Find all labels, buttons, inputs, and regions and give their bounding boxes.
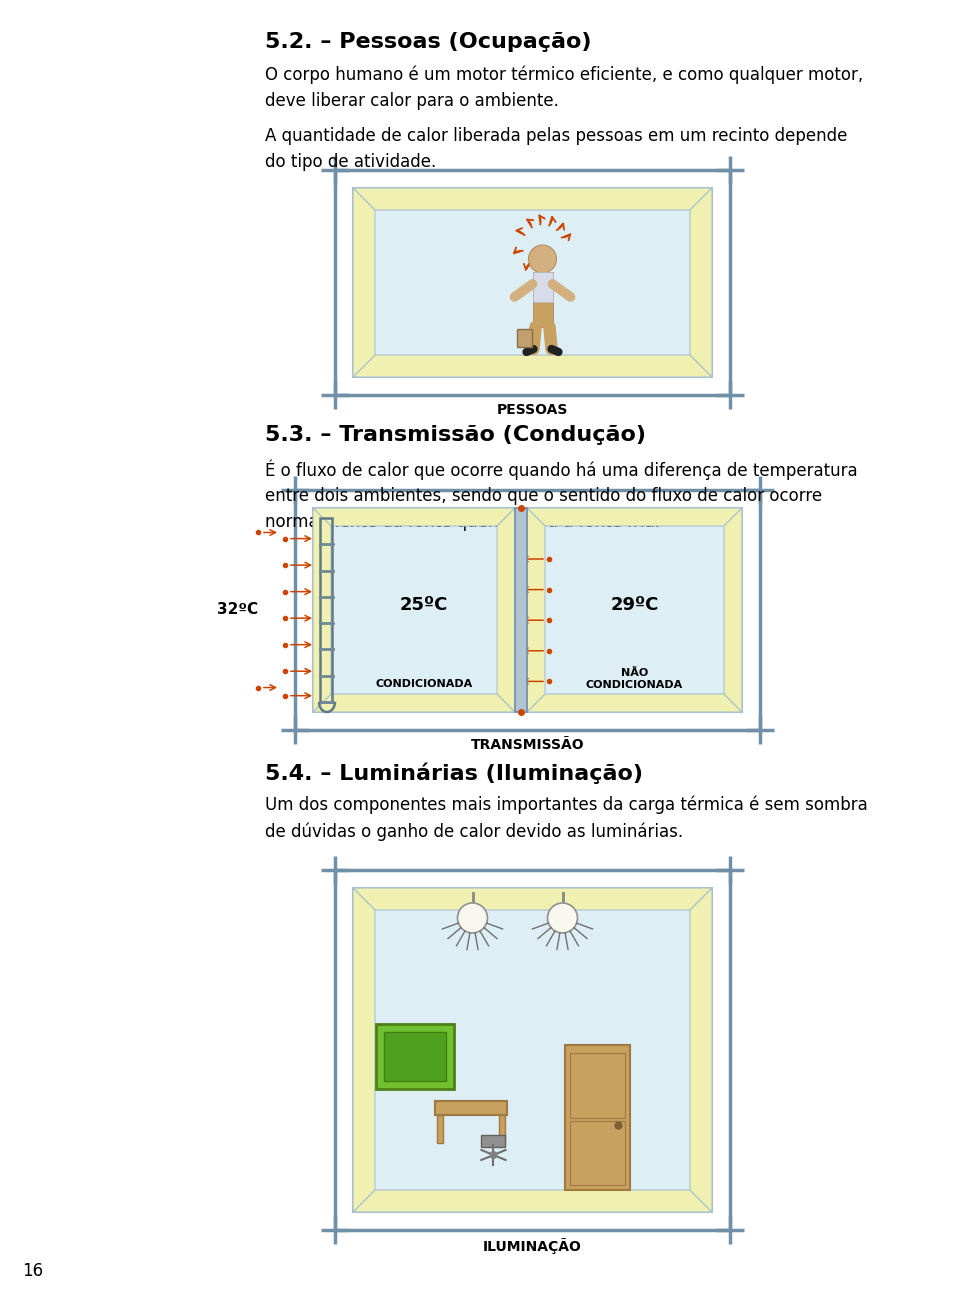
Polygon shape [313,694,515,713]
Text: Um dos componentes mais importantes da carga térmica é sem sombra
de dúvidas o g: Um dos componentes mais importantes da c… [265,796,868,841]
Polygon shape [353,1189,712,1212]
Polygon shape [353,189,712,210]
Text: ILUMINAÇÃO: ILUMINAÇÃO [483,1238,582,1254]
Bar [533,272,553,328]
Text: O corpo humano é um motor térmico eficiente, e como qualquer motor,
deve liberar: O corpo humano é um motor térmico eficie… [265,66,863,110]
Text: 32ºC: 32ºC [217,603,258,617]
Circle shape [458,903,488,933]
Polygon shape [527,694,742,713]
Polygon shape [353,355,712,377]
Bar [499,1115,506,1144]
Bar [353,189,712,377]
Polygon shape [353,189,375,377]
Bar [564,1045,630,1189]
Bar [533,272,553,303]
Bar [376,1024,454,1089]
Polygon shape [690,888,712,1212]
Bar [515,508,527,713]
Bar [527,508,742,713]
Text: 5.2. – Pessoas (Ocupação): 5.2. – Pessoas (Ocupação) [265,31,591,52]
Text: TRANSMISSÃO: TRANSMISSÃO [470,738,585,752]
Text: 29ºC: 29ºC [611,596,659,614]
Text: 5.3. – Transmissão (Condução): 5.3. – Transmissão (Condução) [265,424,646,445]
Polygon shape [527,508,545,713]
Text: NÃO
CONDICIONADA: NÃO CONDICIONADA [586,668,684,690]
Bar [516,329,532,347]
Polygon shape [313,508,515,527]
Polygon shape [497,508,515,713]
Polygon shape [353,888,375,1212]
Bar [353,888,712,1212]
Bar [438,1115,444,1144]
Polygon shape [690,189,712,377]
Polygon shape [353,888,712,910]
Polygon shape [313,508,331,713]
Polygon shape [527,508,742,527]
Bar [569,1053,625,1117]
Text: 16: 16 [22,1262,43,1280]
Circle shape [490,1151,497,1159]
Circle shape [529,245,557,272]
Text: 25ºC: 25ºC [399,596,448,614]
Text: PESSOAS: PESSOAS [497,403,568,417]
Bar [436,1100,508,1115]
Bar [569,1120,625,1186]
Text: A quantidade de calor liberada pelas pessoas em um recinto depende
do tipo de at: A quantidade de calor liberada pelas pes… [265,127,848,170]
Text: É o fluxo de calor que ocorre quando há uma diferença de temperatura
entre dois : É o fluxo de calor que ocorre quando há … [265,458,857,531]
Bar [384,1032,446,1081]
Circle shape [547,903,578,933]
Bar [313,508,515,713]
Bar [482,1134,506,1148]
Text: CONDICIONADA: CONDICIONADA [375,679,472,689]
Polygon shape [724,508,742,713]
Bar [320,517,332,702]
Text: 5.4. – Luminárias (Iluminação): 5.4. – Luminárias (Iluminação) [265,762,643,783]
